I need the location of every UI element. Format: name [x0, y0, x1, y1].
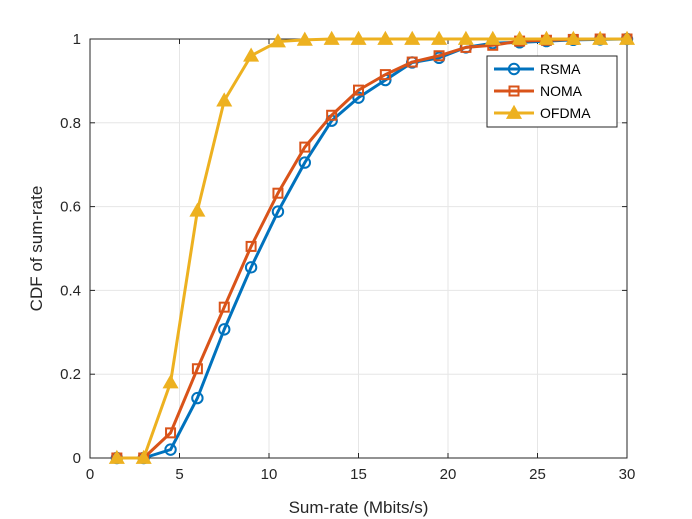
- y-tick-label: 0: [73, 450, 81, 467]
- data-point-ofdma: [538, 30, 555, 45]
- data-point-rsma: [271, 205, 285, 218]
- series-ofdma: [108, 30, 636, 464]
- legend-label-rsma: RSMA: [540, 61, 581, 77]
- data-point-ofdma: [135, 449, 152, 464]
- data-point-ofdma: [618, 30, 636, 45]
- legend-label-noma: NOMA: [540, 83, 583, 99]
- data-point-rsma: [352, 91, 365, 104]
- data-point-ofdma: [216, 92, 233, 107]
- data-point-rsma: [164, 443, 177, 456]
- data-point-noma: [326, 109, 338, 121]
- data-point-ofdma: [431, 30, 448, 45]
- y-tick-label: 0.2: [60, 366, 81, 383]
- data-point-ofdma: [511, 30, 528, 45]
- data-point-ofdma: [162, 374, 179, 389]
- x-tick-label: 15: [350, 466, 367, 483]
- x-axis-label: Sum-rate (Mbits/s): [289, 498, 429, 517]
- data-point-ofdma: [484, 30, 501, 45]
- series-lines: [108, 30, 636, 465]
- data-point-ofdma: [565, 30, 582, 45]
- legend-label-ofdma: OFDMA: [540, 105, 591, 121]
- data-point-noma: [191, 363, 203, 375]
- data-point-ofdma: [296, 31, 313, 46]
- data-point-noma: [353, 84, 364, 96]
- data-point-rsma: [298, 156, 311, 169]
- legend-marker-rsma: [507, 62, 521, 76]
- x-tick-label: 10: [261, 466, 278, 483]
- x-tick-label: 20: [440, 466, 457, 483]
- data-point-ofdma: [377, 30, 394, 45]
- data-point-ofdma: [243, 47, 260, 62]
- data-point-ofdma: [350, 30, 367, 45]
- data-point-noma: [165, 427, 177, 439]
- data-point-ofdma: [592, 30, 609, 45]
- y-tick-label: 0.8: [60, 115, 81, 132]
- legend-marker-noma: [508, 85, 520, 97]
- y-tick-label: 0.6: [60, 199, 81, 216]
- data-point-ofdma: [269, 33, 286, 48]
- x-tick-label: 0: [86, 466, 94, 483]
- data-point-noma: [245, 240, 257, 252]
- data-point-ofdma: [189, 202, 206, 217]
- tick-labels: 0 5 10 15 20 25 30 0 0.2 0.4 0.6 0.8 1: [60, 31, 635, 483]
- data-point-noma: [379, 69, 391, 81]
- x-tick-label: 30: [619, 466, 636, 483]
- legend-marker-ofdma: [505, 104, 523, 119]
- x-tick-label: 5: [175, 466, 183, 483]
- y-tick-label: 0.4: [60, 282, 81, 299]
- data-point-noma: [433, 50, 445, 62]
- data-point-rsma: [244, 261, 258, 274]
- data-point-ofdma: [457, 30, 474, 45]
- data-point-ofdma: [323, 30, 340, 45]
- data-point-noma: [406, 56, 418, 68]
- data-point-rsma: [218, 323, 231, 336]
- data-point-noma: [272, 187, 284, 199]
- data-point-rsma: [191, 391, 204, 405]
- data-point-noma: [299, 141, 311, 153]
- y-tick-label: 1: [73, 31, 81, 48]
- x-tick-label: 25: [529, 466, 546, 483]
- y-axis-label: CDF of sum-rate: [27, 186, 46, 312]
- data-point-noma: [218, 301, 230, 313]
- data-point-ofdma: [108, 449, 125, 464]
- legend: RSMA NOMA OFDMA: [486, 55, 618, 128]
- data-point-ofdma: [404, 30, 421, 45]
